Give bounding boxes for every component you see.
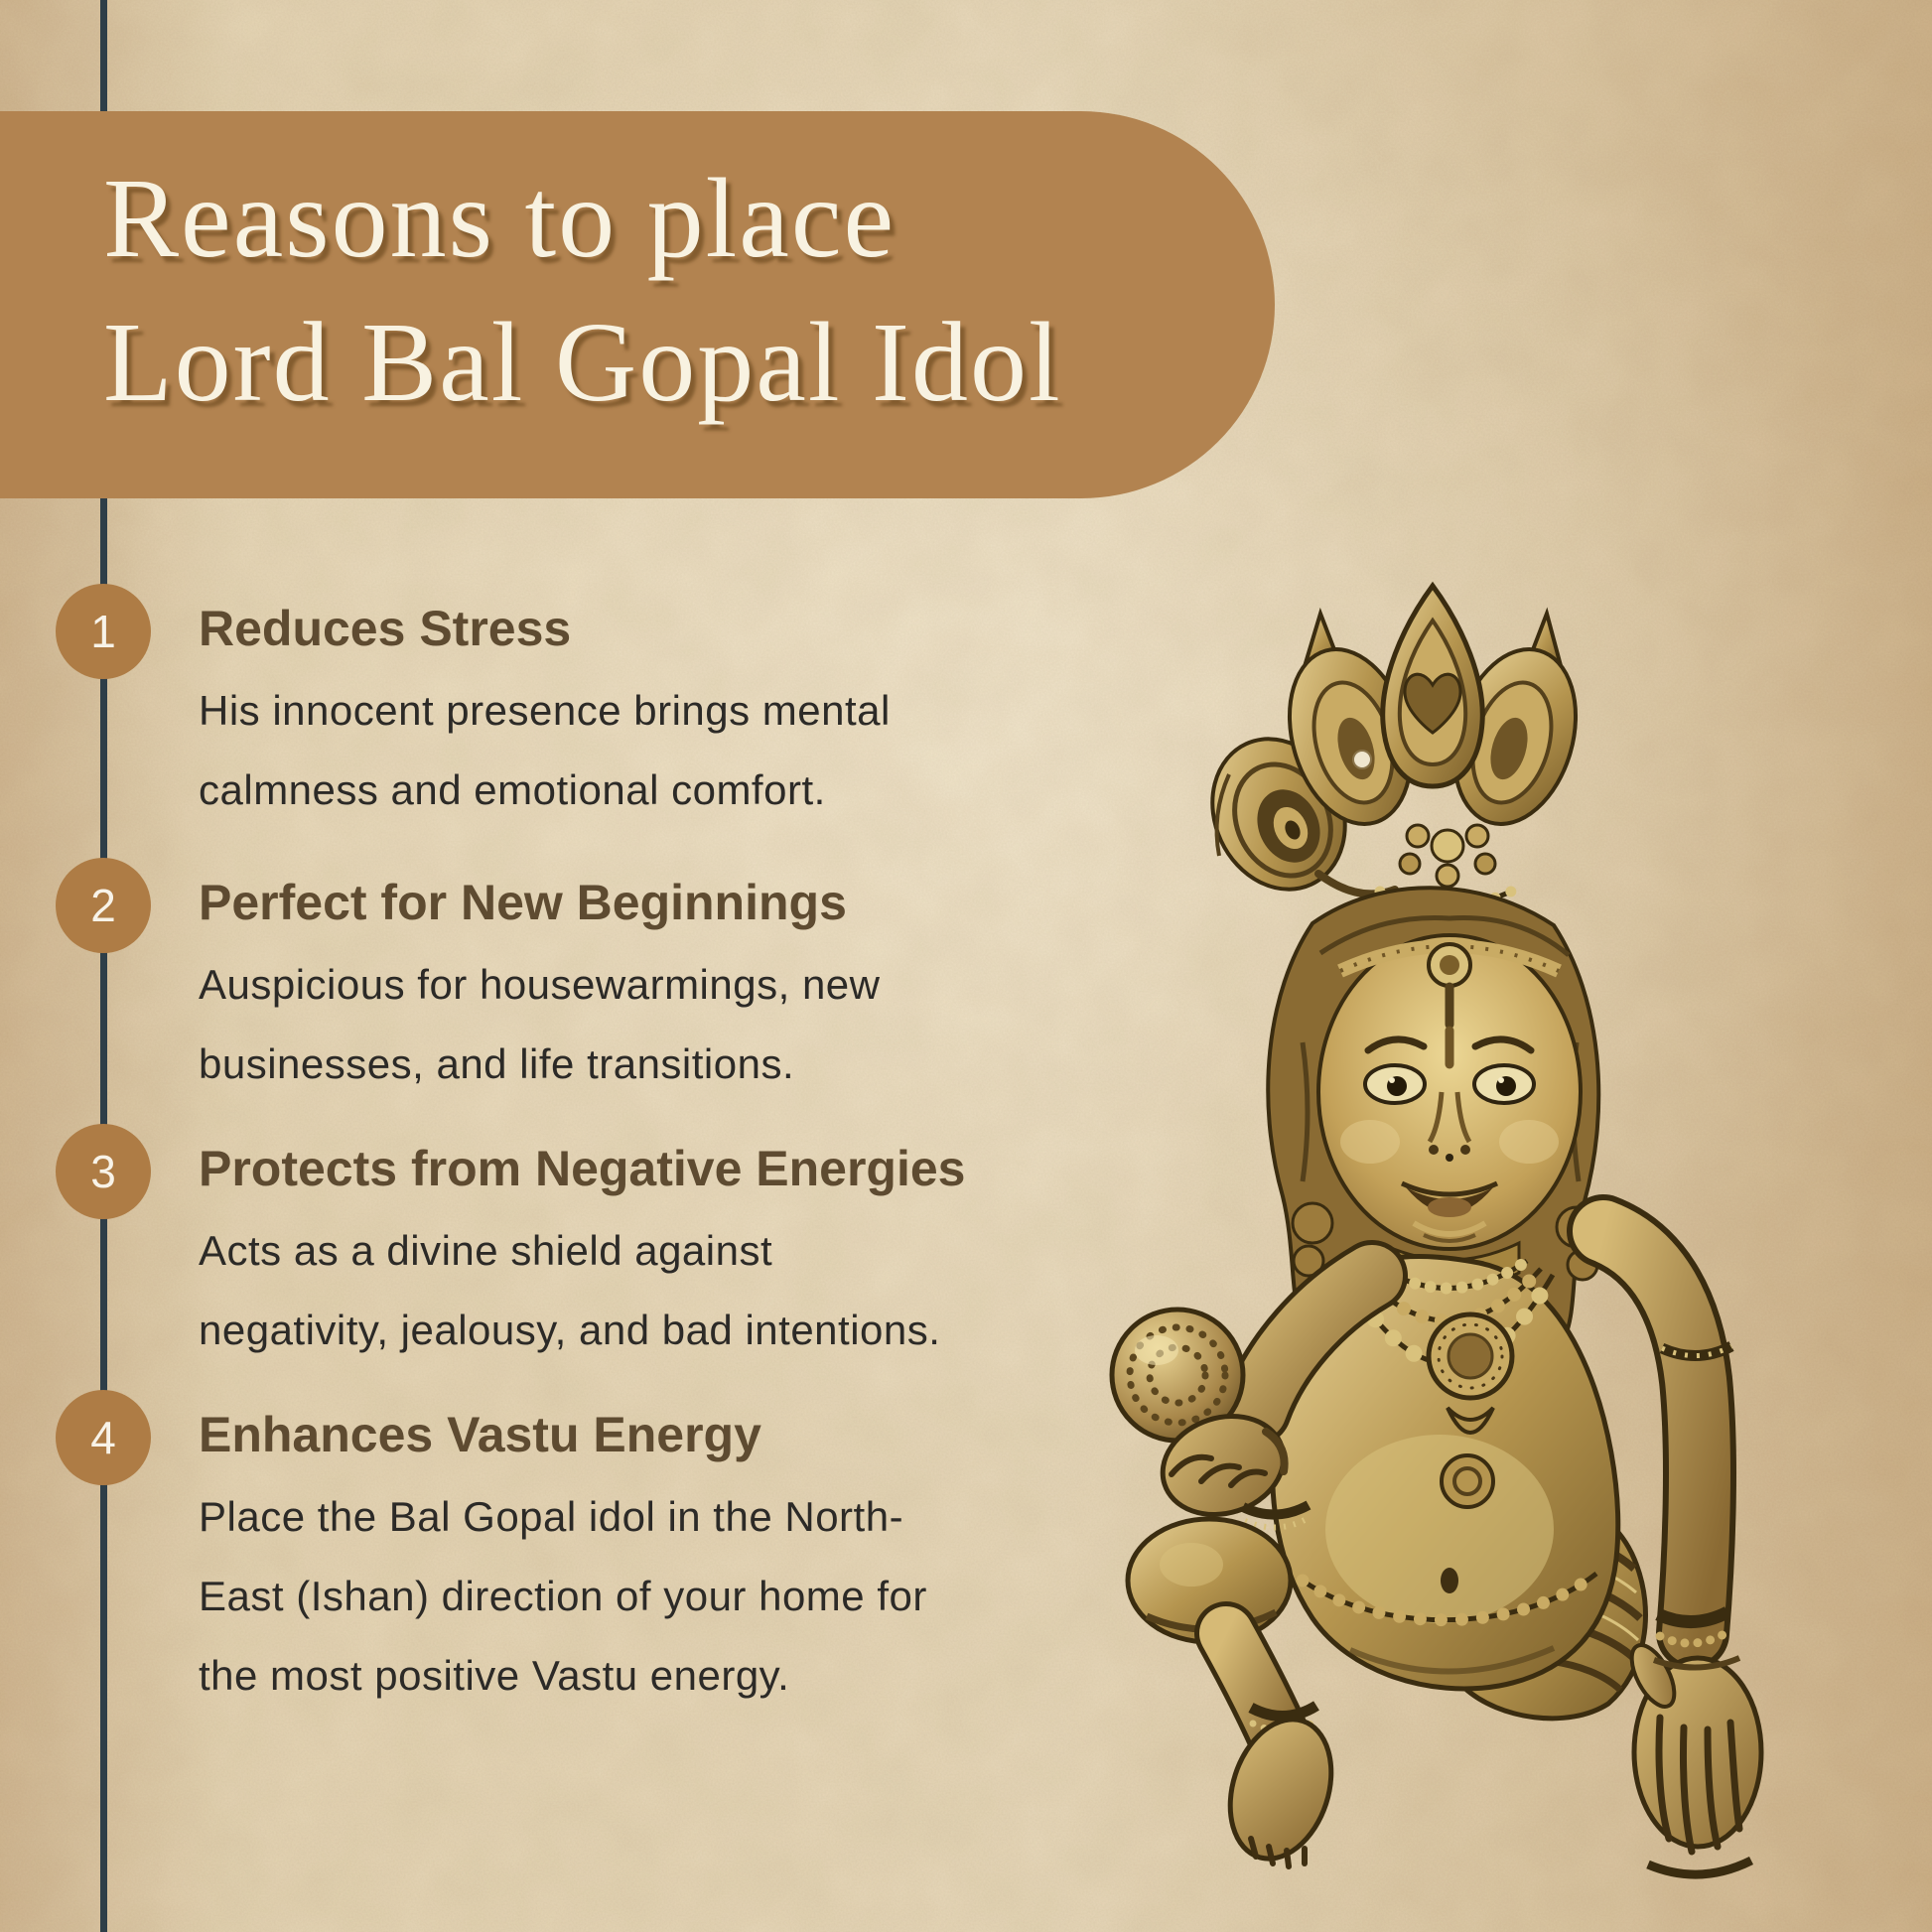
item-heading: Protects from Negative Energies xyxy=(199,1141,966,1196)
list-item-2: Perfect for New Beginnings Auspicious fo… xyxy=(199,874,1112,1104)
foot xyxy=(1227,1717,1334,1862)
step-number-badge-4: 4 xyxy=(56,1390,151,1485)
title-banner: Reasons to place Lord Bal Gopal Idol xyxy=(0,111,1275,498)
item-heading: Reduces Stress xyxy=(199,601,572,656)
page-title: Reasons to place Lord Bal Gopal Idol xyxy=(103,147,1062,435)
item-heading: Perfect for New Beginnings xyxy=(199,875,847,930)
item-body: His innocent presence brings mental calm… xyxy=(199,687,891,813)
right-hand xyxy=(1629,1643,1764,1879)
page-title-line2: Lord Bal Gopal Idol xyxy=(103,298,1062,425)
item-body: Acts as a divine shield against negativi… xyxy=(199,1227,941,1353)
list-item-4: Enhances Vastu Energy Place the Bal Gopa… xyxy=(199,1406,1112,1716)
item-body: Place the Bal Gopal idol in the North- E… xyxy=(199,1493,927,1699)
face xyxy=(1316,933,1583,1251)
page-title-line1: Reasons to place xyxy=(103,155,897,281)
step-number-badge-1: 1 xyxy=(56,584,151,679)
step-number-badge-3: 3 xyxy=(56,1124,151,1219)
list-item-3: Protects from Negative Energies Acts as … xyxy=(199,1140,1112,1370)
bal-gopal-idol-image xyxy=(1109,581,1764,1879)
list-item-1: Reduces Stress His innocent presence bri… xyxy=(199,600,1112,830)
navel xyxy=(1441,1568,1458,1593)
item-body: Auspicious for housewarmings, new busine… xyxy=(199,961,881,1087)
item-heading: Enhances Vastu Energy xyxy=(199,1407,761,1462)
step-number-badge-2: 2 xyxy=(56,858,151,953)
